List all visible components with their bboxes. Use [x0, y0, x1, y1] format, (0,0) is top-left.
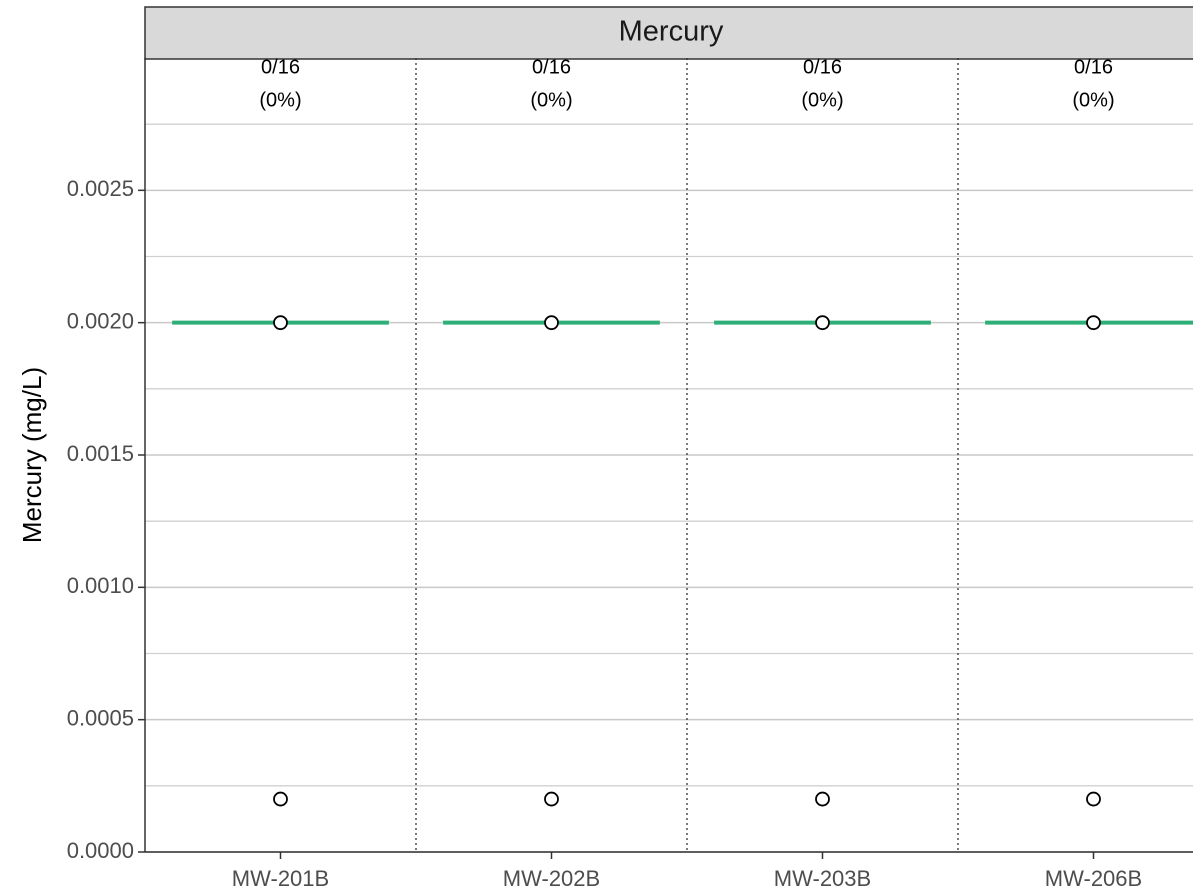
x-tick-label: MW-202B: [503, 866, 600, 891]
percent-label: (0%): [259, 89, 301, 111]
percent-label: (0%): [801, 89, 843, 111]
point: [544, 791, 559, 807]
point: [815, 315, 830, 331]
y-tick-label: 0.0000: [67, 838, 134, 863]
point: [273, 791, 288, 807]
count-label: 0/16: [532, 56, 571, 78]
x-tick-label: MW-203B: [774, 866, 871, 891]
y-tick-label: 0.0020: [67, 308, 134, 333]
count-label: 0/16: [261, 56, 300, 78]
y-axis-label: Mercury (mg/L): [17, 367, 47, 543]
x-tick-label: MW-206B: [1045, 866, 1142, 891]
y-tick-label: 0.0025: [67, 176, 134, 201]
point: [1086, 791, 1101, 807]
percent-label: (0%): [1072, 89, 1114, 111]
y-tick-label: 0.0015: [67, 441, 134, 466]
x-tick-label: MW-201B: [232, 866, 329, 891]
percent-label: (0%): [530, 89, 572, 111]
y-tick-label: 0.0005: [67, 705, 134, 730]
count-label: 0/16: [1074, 56, 1113, 78]
point: [815, 791, 830, 807]
y-tick-label: 0.0010: [67, 573, 134, 598]
facet-strip: [144, 6, 1193, 60]
point: [544, 315, 559, 331]
point: [1086, 315, 1101, 331]
point: [273, 315, 288, 331]
count-label: 0/16: [803, 56, 842, 78]
facet-label: Mercury: [619, 16, 724, 48]
